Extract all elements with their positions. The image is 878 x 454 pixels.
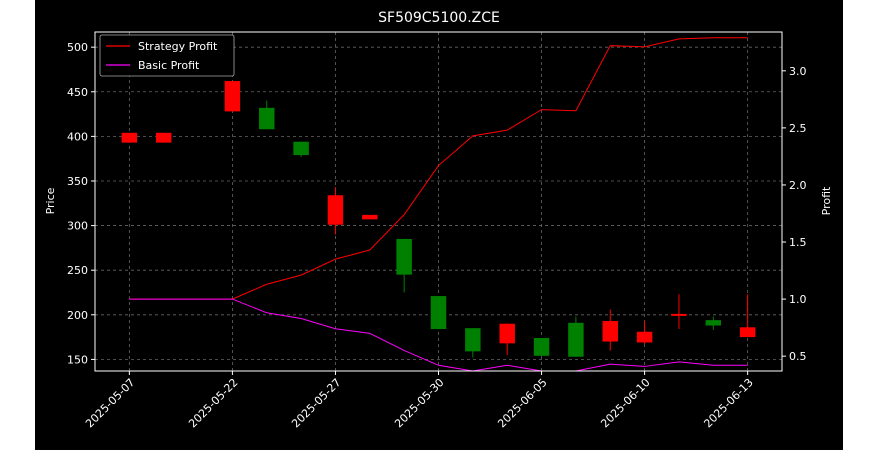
candlestick-chart: SF509C5100.ZCE 150 200 250 300 350 400 450 500 0… <box>35 0 843 450</box>
candles-layer <box>121 81 756 358</box>
legend-label: Strategy Profit <box>138 40 218 53</box>
candle-body <box>671 313 687 316</box>
y-tick-label-left: 250 <box>67 264 88 277</box>
candle-body <box>465 328 481 352</box>
candle-body <box>362 214 378 220</box>
candle-body <box>327 195 344 225</box>
candle-body <box>568 322 584 357</box>
y-tick-label-left: 300 <box>67 220 88 233</box>
y-tick-label-right: 2.5 <box>789 122 807 135</box>
candle-body <box>396 238 412 275</box>
y-tick-label-left: 450 <box>67 86 88 99</box>
candle-body <box>499 323 515 344</box>
y-tick-label-right: 1.0 <box>789 293 807 306</box>
chart-title: SF509C5100.ZCE <box>378 10 500 26</box>
y-tick-label-left: 400 <box>67 130 88 143</box>
candle-body <box>602 321 618 342</box>
y-tick-label-right: 3.0 <box>789 65 807 78</box>
y-tick-label-left: 200 <box>67 309 88 322</box>
y-tick-label-right: 0.5 <box>789 350 807 363</box>
legend-box <box>99 34 235 77</box>
candle-body <box>533 337 550 356</box>
candle-body <box>121 132 138 143</box>
candle-body <box>739 327 756 338</box>
legend: Strategy Profit Basic Profit <box>99 34 235 77</box>
candle-body <box>705 320 722 326</box>
y-tick-label-right: 2.0 <box>789 179 807 192</box>
y-tick-label-left: 350 <box>67 175 88 188</box>
legend-label: Basic Profit <box>138 59 200 72</box>
y-tick-label-right: 1.5 <box>789 236 807 249</box>
chart-figure: SF509C5100.ZCE 150 200 250 300 350 400 450 500 0… <box>35 0 843 450</box>
profit-line-strategy-profit <box>129 37 748 300</box>
y-axis-label-right: Profit <box>820 186 833 215</box>
candle-body <box>259 107 275 130</box>
y-tick-label-left: 150 <box>67 353 88 366</box>
candle-body <box>224 81 241 112</box>
candle-body <box>636 331 653 343</box>
candle-body <box>293 141 309 156</box>
y-tick-label-left: 500 <box>67 41 88 54</box>
y-axis-label-left: Price <box>44 187 57 214</box>
candle-body <box>155 132 172 143</box>
candle-body <box>430 296 447 330</box>
